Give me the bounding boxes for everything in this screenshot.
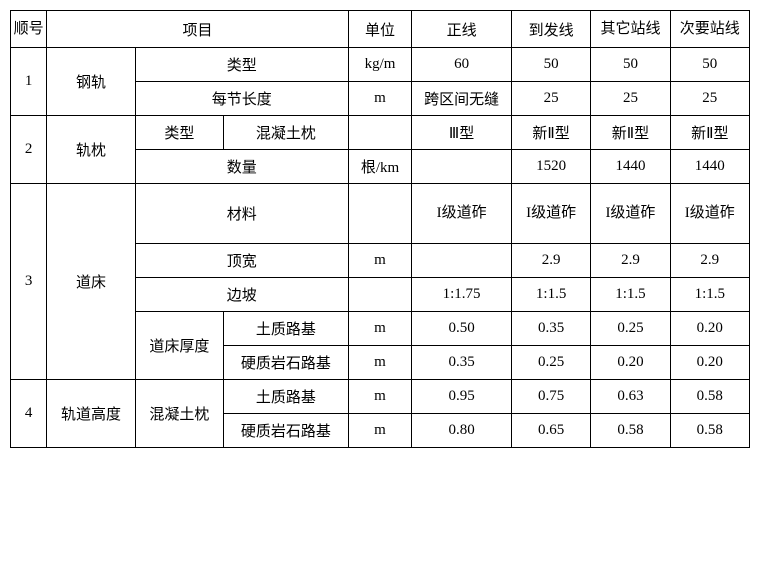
r4-rock-label: 硬质岩石路基 xyxy=(224,414,349,448)
table-row: 1 钢轨 类型 kg/m 60 50 50 50 xyxy=(11,48,750,82)
r2-type-v3: 新Ⅱ型 xyxy=(591,116,670,150)
r3-rock-unit: m xyxy=(348,346,411,380)
r3-rock-v4: 0.20 xyxy=(670,346,749,380)
r4-rock-v2: 0.65 xyxy=(511,414,590,448)
hdr-other: 其它站线 xyxy=(591,11,670,48)
r4-rock-v1: 0.80 xyxy=(412,414,512,448)
r3-rock-label: 硬质岩石路基 xyxy=(224,346,349,380)
r3-topw-label: 顶宽 xyxy=(135,244,348,278)
r4-soil-unit: m xyxy=(348,380,411,414)
r3-rock-v3: 0.20 xyxy=(591,346,670,380)
r2-type-v4: 新Ⅱ型 xyxy=(670,116,749,150)
r4-rock-unit: m xyxy=(348,414,411,448)
hdr-seq: 顺号 xyxy=(11,11,47,48)
r3-topw-v1 xyxy=(412,244,512,278)
r3-soil-v4: 0.20 xyxy=(670,312,749,346)
r3-soil-label: 土质路基 xyxy=(224,312,349,346)
header-row: 顺号 项目 单位 正线 到发线 其它站线 次要站线 xyxy=(11,11,750,48)
idx-4: 4 xyxy=(11,380,47,448)
table-row: 4 轨道高度 混凝土枕 土质路基 m 0.95 0.75 0.63 0.58 xyxy=(11,380,750,414)
r2-qty-label: 数量 xyxy=(135,150,348,184)
r3-soil-unit: m xyxy=(348,312,411,346)
r3-slope-label: 边坡 xyxy=(135,278,348,312)
r2-type-v2: 新Ⅱ型 xyxy=(511,116,590,150)
r2-type-v1: Ⅲ型 xyxy=(412,116,512,150)
cat-ballast: 道床 xyxy=(47,184,135,380)
hdr-item: 项目 xyxy=(47,11,348,48)
r4-soil-v1: 0.95 xyxy=(412,380,512,414)
r1-type-v3: 50 xyxy=(591,48,670,82)
r3-slope-v4: 1:1.5 xyxy=(670,278,749,312)
r2-qty-v1 xyxy=(412,150,512,184)
r3-mat-v2: I级道砟 xyxy=(511,184,590,244)
r3-mat-v1: I级道砟 xyxy=(412,184,512,244)
table-row: 3 道床 材料 I级道砟 I级道砟 I级道砟 I级道砟 xyxy=(11,184,750,244)
r3-mat-label: 材料 xyxy=(135,184,348,244)
r3-mat-unit xyxy=(348,184,411,244)
railway-spec-table: 顺号 项目 单位 正线 到发线 其它站线 次要站线 1 钢轨 类型 kg/m 6… xyxy=(10,10,750,448)
table-row: 2 轨枕 类型 混凝土枕 Ⅲ型 新Ⅱ型 新Ⅱ型 新Ⅱ型 xyxy=(11,116,750,150)
r1-type-label: 类型 xyxy=(135,48,348,82)
r3-rock-v2: 0.25 xyxy=(511,346,590,380)
r1-len-label: 每节长度 xyxy=(135,82,348,116)
r1-type-v1: 60 xyxy=(412,48,512,82)
r3-topw-unit: m xyxy=(348,244,411,278)
r1-len-v2: 25 xyxy=(511,82,590,116)
r4-soil-v4: 0.58 xyxy=(670,380,749,414)
r3-soil-v2: 0.35 xyxy=(511,312,590,346)
r3-slope-unit xyxy=(348,278,411,312)
r3-topw-v4: 2.9 xyxy=(670,244,749,278)
r3-topw-v2: 2.9 xyxy=(511,244,590,278)
hdr-main: 正线 xyxy=(412,11,512,48)
r1-len-unit: m xyxy=(348,82,411,116)
r4-sub: 混凝土枕 xyxy=(135,380,223,448)
r2-qty-v3: 1440 xyxy=(591,150,670,184)
r3-mat-v4: I级道砟 xyxy=(670,184,749,244)
idx-3: 3 xyxy=(11,184,47,380)
idx-1: 1 xyxy=(11,48,47,116)
r2-qty-v2: 1520 xyxy=(511,150,590,184)
r2-qty-unit: 根/km xyxy=(348,150,411,184)
r3-rock-v1: 0.35 xyxy=(412,346,512,380)
r3-slope-v2: 1:1.5 xyxy=(511,278,590,312)
r4-rock-v3: 0.58 xyxy=(591,414,670,448)
hdr-sec: 次要站线 xyxy=(670,11,749,48)
r1-type-unit: kg/m xyxy=(348,48,411,82)
r3-soil-v1: 0.50 xyxy=(412,312,512,346)
cat-height: 轨道高度 xyxy=(47,380,135,448)
r3-slope-v1: 1:1.75 xyxy=(412,278,512,312)
idx-2: 2 xyxy=(11,116,47,184)
r2-type-sub: 混凝土枕 xyxy=(224,116,349,150)
r1-type-v4: 50 xyxy=(670,48,749,82)
r3-thick-label: 道床厚度 xyxy=(135,312,223,380)
r2-type-unit xyxy=(348,116,411,150)
r3-slope-v3: 1:1.5 xyxy=(591,278,670,312)
hdr-unit: 单位 xyxy=(348,11,411,48)
r1-len-v3: 25 xyxy=(591,82,670,116)
r3-mat-v3: I级道砟 xyxy=(591,184,670,244)
r2-qty-v4: 1440 xyxy=(670,150,749,184)
hdr-arr: 到发线 xyxy=(511,11,590,48)
r3-soil-v3: 0.25 xyxy=(591,312,670,346)
r4-soil-label: 土质路基 xyxy=(224,380,349,414)
r1-len-v1: 跨区间无缝 xyxy=(412,82,512,116)
r3-topw-v3: 2.9 xyxy=(591,244,670,278)
r2-type-label: 类型 xyxy=(135,116,223,150)
r4-soil-v3: 0.63 xyxy=(591,380,670,414)
r1-len-v4: 25 xyxy=(670,82,749,116)
r1-type-v2: 50 xyxy=(511,48,590,82)
r4-soil-v2: 0.75 xyxy=(511,380,590,414)
cat-sleeper: 轨枕 xyxy=(47,116,135,184)
r4-rock-v4: 0.58 xyxy=(670,414,749,448)
cat-rail: 钢轨 xyxy=(47,48,135,116)
